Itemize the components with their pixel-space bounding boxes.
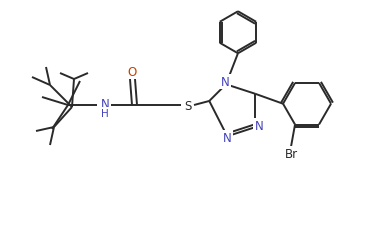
Text: O: O [127, 65, 136, 78]
Text: N: N [100, 97, 109, 110]
Text: S: S [184, 99, 192, 112]
Text: N: N [221, 75, 230, 88]
Text: N: N [222, 132, 231, 145]
Text: N: N [255, 119, 264, 132]
Text: H: H [101, 109, 109, 118]
Text: Br: Br [285, 147, 298, 160]
